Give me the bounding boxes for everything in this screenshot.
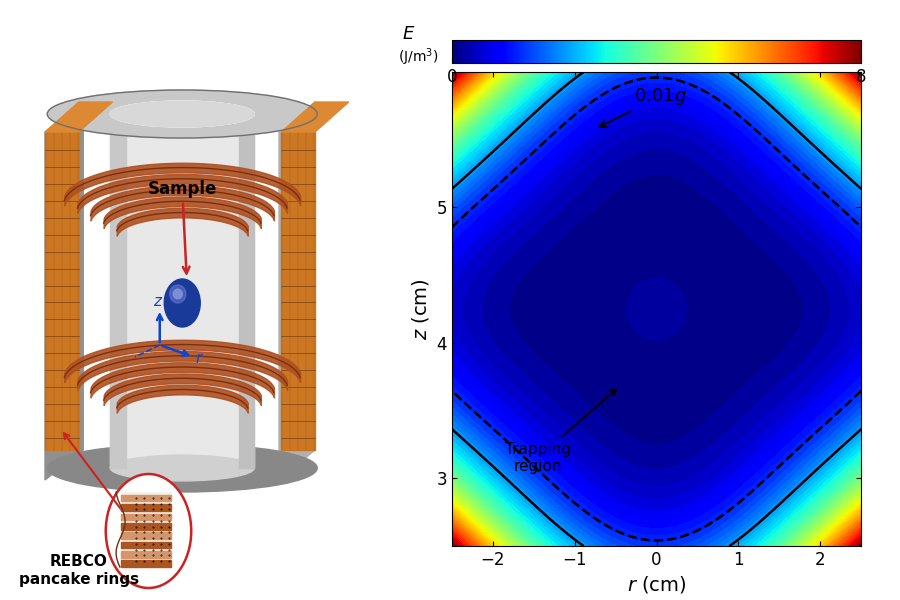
Ellipse shape [110,455,254,481]
Polygon shape [110,114,254,468]
Ellipse shape [47,90,317,138]
Polygon shape [281,102,349,132]
Ellipse shape [110,101,254,127]
Bar [121,532,171,539]
Polygon shape [279,102,315,480]
Bar [121,542,171,548]
Ellipse shape [110,101,254,127]
Polygon shape [45,102,112,132]
Bar [45,132,79,450]
Text: $E$: $E$ [402,25,416,43]
Bar [121,560,171,567]
Text: Trapping
region: Trapping region [505,389,616,474]
X-axis label: $r$ (cm): $r$ (cm) [626,574,687,595]
Ellipse shape [110,101,254,127]
Text: 0.01$g$: 0.01$g$ [599,86,687,127]
Bar [121,551,171,557]
Polygon shape [45,102,83,480]
Polygon shape [238,114,254,468]
Text: $z$: $z$ [153,294,163,309]
Bar [121,523,171,529]
Bar [121,492,171,567]
Text: Sample: Sample [148,180,217,274]
Ellipse shape [173,289,182,299]
Text: (J/m$^3$): (J/m$^3$) [398,46,438,68]
Polygon shape [110,114,126,468]
Text: $r$: $r$ [194,351,204,366]
Circle shape [106,474,191,588]
Bar [121,504,171,511]
Circle shape [164,279,200,327]
Text: REBCO
pancake rings: REBCO pancake rings [19,554,139,587]
Bar [121,514,171,520]
Ellipse shape [169,285,185,303]
Bar [121,495,171,502]
Bar [281,132,315,450]
Ellipse shape [47,444,317,492]
Y-axis label: $z$ (cm): $z$ (cm) [410,278,431,340]
